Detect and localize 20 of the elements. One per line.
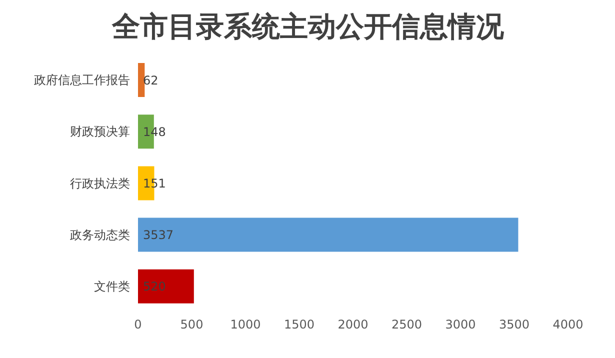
x-tick-label: 4000 <box>552 318 584 332</box>
data-label: 3537 <box>143 228 174 242</box>
x-tick-label: 3000 <box>445 318 476 332</box>
x-tick-label: 2500 <box>391 318 422 332</box>
data-label: 520 <box>143 280 166 294</box>
y-tick-label: 政府信息工作报告 <box>34 73 130 88</box>
y-tick-label: 行政执法类 <box>70 176 130 190</box>
x-tick-label: 0 <box>134 318 142 332</box>
x-tick-label: 1500 <box>284 318 315 332</box>
x-tick-label: 1000 <box>230 318 261 332</box>
bar <box>138 269 194 304</box>
y-tick-label: 财政预决算 <box>70 124 130 139</box>
x-tick-label: 3500 <box>498 318 530 332</box>
y-tick-label: 文件类 <box>94 279 130 294</box>
bar <box>138 63 145 97</box>
x-tick-label: 500 <box>180 318 204 332</box>
x-tick-label: 2000 <box>338 318 368 332</box>
y-tick-label: 政务动态类 <box>70 228 130 242</box>
chart-title: 全市目录系统主动公开信息情况 <box>110 9 505 45</box>
bar <box>138 218 518 252</box>
